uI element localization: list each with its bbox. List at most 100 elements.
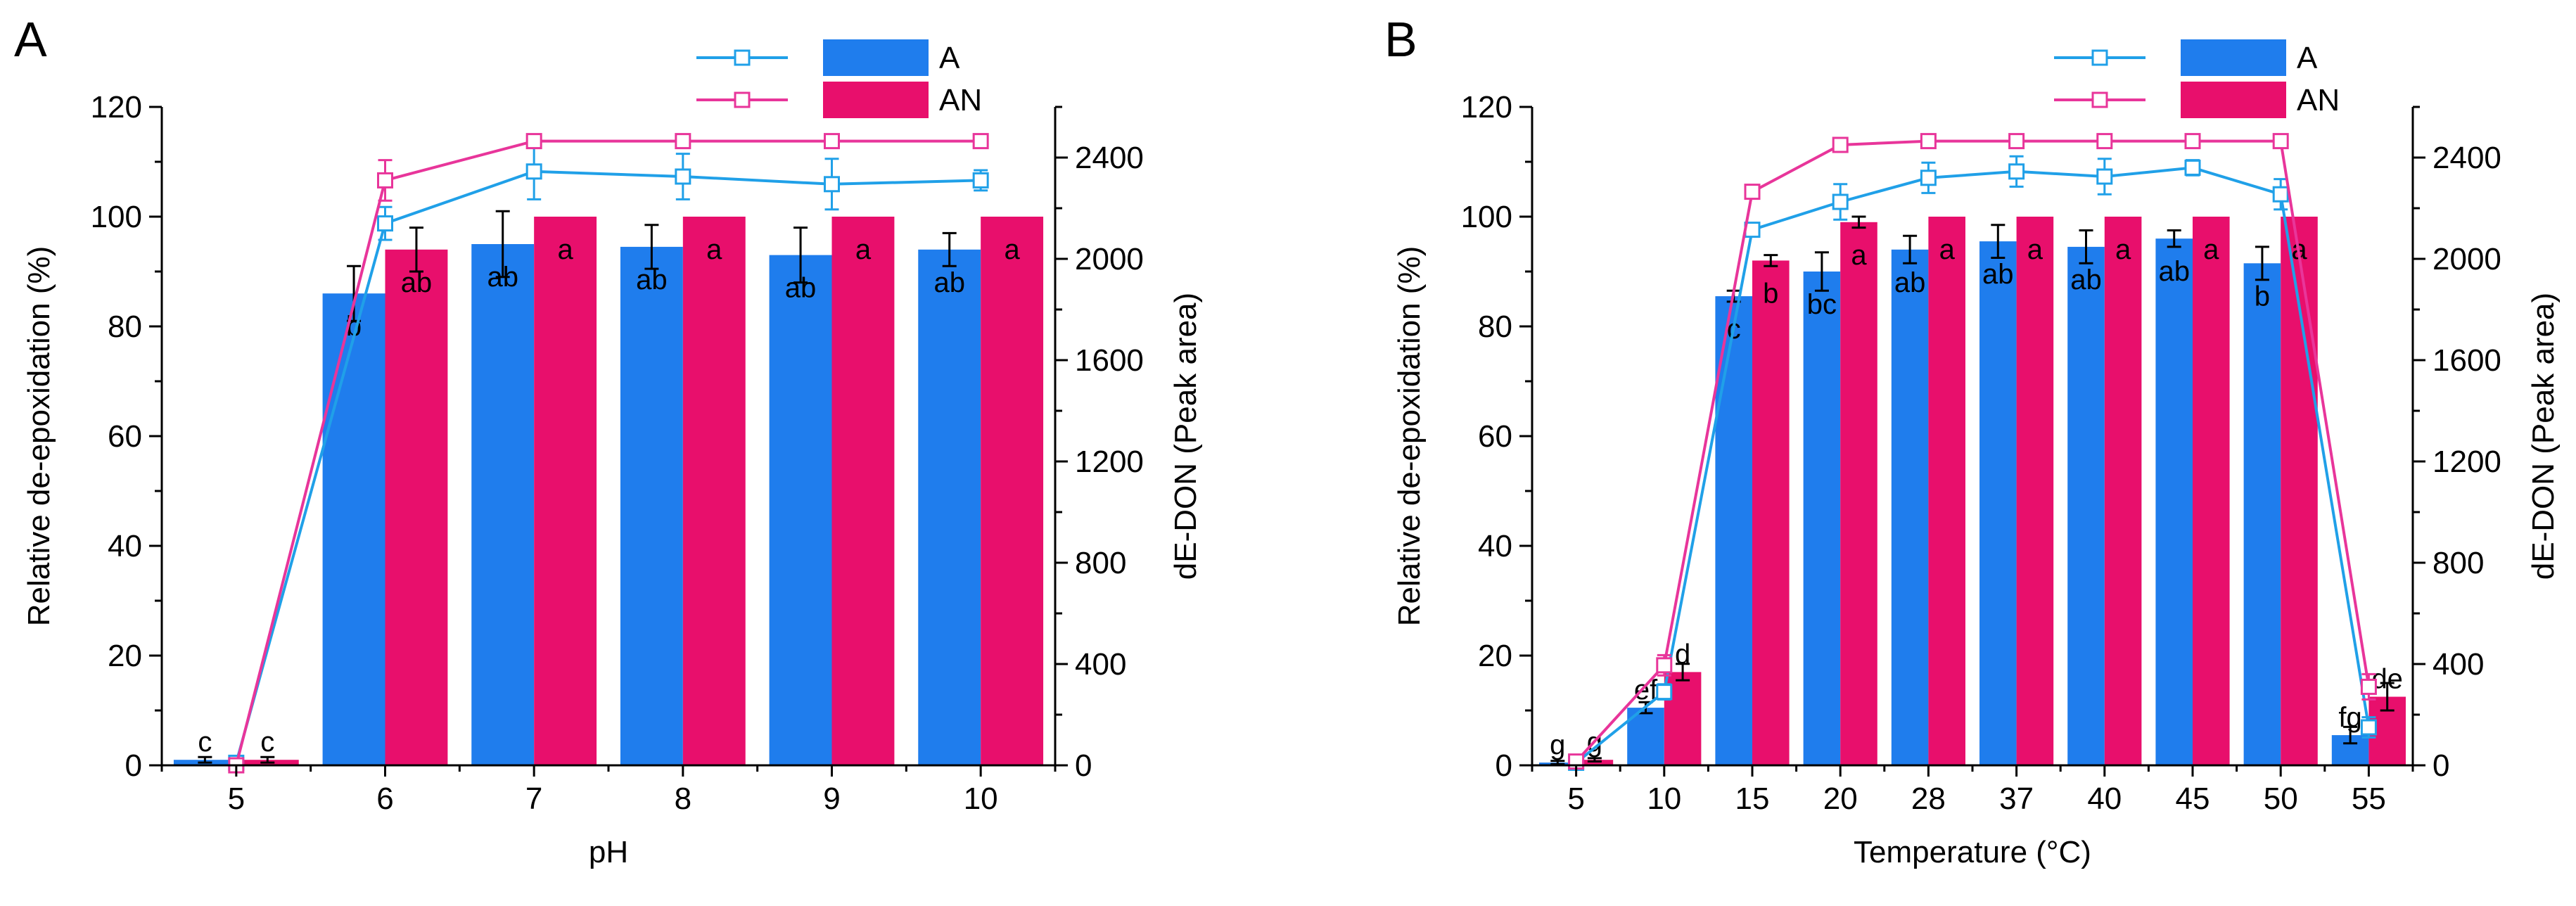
significance-label: a [2027,234,2043,265]
significance-label: bc [1807,289,1837,320]
bar-a-45 [2155,238,2193,765]
legend-swatch-an [823,82,929,118]
y-tick-label: 20 [1478,639,1512,673]
significance-label: a [855,234,872,265]
y2-tick-label: 2000 [1075,242,1144,276]
y-axis-label: Relative de-epoxidation (%) [22,246,56,627]
bar-a-15 [1715,296,1752,766]
significance-label: a [557,234,573,265]
bar-an-8 [682,217,746,765]
bar-a-28 [1891,249,1929,765]
x-tick-label: 10 [1647,781,1681,816]
y2-tick-label: 400 [1075,647,1126,682]
legend-label-a: A [939,41,960,75]
bar-an-28 [1928,217,1965,765]
point-an-40 [2096,133,2113,150]
panel-letter: B [1384,12,1417,67]
significance-label: ab [636,264,668,295]
bar-an-40 [2104,217,2142,765]
y2-tick-label: 1200 [2432,445,2501,479]
point-an-15 [1744,184,1761,200]
point-a-20 [1832,193,1849,210]
y-axis-label: Relative de-epoxidation (%) [1392,246,1427,627]
significance-label: a [1851,240,1867,271]
y2-tick-label: 800 [2432,546,2484,580]
point-a-6 [377,215,393,232]
point-an-8 [675,133,691,150]
point-an-45 [2184,133,2201,150]
point-an-55 [2360,678,2377,695]
y-tick-label: 80 [108,310,142,344]
significance-label: c [198,727,212,758]
bar-an-15 [1752,260,1790,765]
legend-label-an: AN [939,83,982,117]
point-a-8 [675,168,691,185]
bar-an-6 [385,249,448,765]
series-line-an [1575,139,2371,763]
legend-swatch-a [823,39,929,76]
x-tick-label: 20 [1823,781,1858,816]
bar-an-7 [534,217,597,765]
y-tick-label: 40 [1478,529,1512,563]
panel-letter: A [14,12,47,67]
bar-an-37 [2016,217,2054,765]
bar-an-5 [1576,760,1614,765]
legend-marker-an [734,91,751,108]
bar-a-6 [322,293,385,765]
point-an-28 [1920,133,1937,150]
bar-a-40 [2067,246,2105,765]
bar-a-7 [471,244,535,765]
significance-label: ab [487,262,518,293]
series-line-a [1575,166,2371,764]
point-a-55 [2360,719,2377,736]
x-tick-label: 55 [2352,781,2386,816]
x-axis-label: Temperature (°C) [1854,835,2091,869]
legend-label-a: A [2297,41,2318,75]
y-tick-label: 0 [1496,748,1512,783]
significance-label: fg [2338,702,2361,733]
y2-tick-label: 1600 [1075,343,1144,378]
point-a-9 [824,176,840,193]
significance-label: ab [933,267,965,298]
x-tick-label: 5 [1567,781,1584,816]
y2-tick-label: 2400 [2432,141,2501,175]
y2-tick-label: 1600 [2432,343,2501,378]
point-a-50 [2272,186,2289,203]
y-tick-label: 0 [125,748,142,783]
point-an-50 [2272,133,2289,150]
significance-label: ab [401,267,433,298]
point-a-10 [1656,684,1673,701]
point-a-28 [1920,170,1937,186]
y2-tick-label: 2000 [2432,242,2501,276]
legend-marker-a [734,49,751,66]
x-axis-label: pH [589,835,628,869]
significance-label: a [1004,234,1020,265]
x-tick-label: 9 [823,781,840,816]
x-tick-label: 10 [964,781,998,816]
bar-an-9 [831,217,895,765]
legend-label-an: AN [2297,83,2340,117]
y-tick-label: 100 [91,200,142,234]
significance-label: a [706,234,722,265]
bar-an-10 [981,217,1044,765]
x-tick-label: 6 [376,781,393,816]
bar-an-20 [1840,222,1877,765]
point-an-20 [1832,136,1849,153]
point-an-6 [377,172,393,189]
point-a-7 [525,163,542,180]
significance-label: b [2255,281,2270,312]
y2-axis-label: dE-DON (Peak area) [1168,293,1203,580]
y-tick-label: 80 [1478,310,1512,344]
y-tick-label: 40 [108,529,142,563]
significance-label: g [1550,729,1565,760]
point-a-40 [2096,168,2113,185]
y-tick-label: 60 [108,419,142,454]
y-tick-label: 20 [108,639,142,673]
significance-label: ab [1982,259,2014,290]
series-line-an [234,139,981,766]
point-a-45 [2184,159,2201,176]
significance-label: a [2115,234,2131,265]
y2-tick-label: 800 [1075,546,1126,580]
x-tick-label: 50 [2264,781,2298,816]
legend-marker-an [2091,91,2108,108]
